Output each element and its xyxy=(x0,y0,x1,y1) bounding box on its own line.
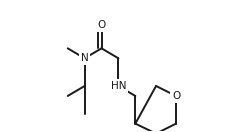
Text: O: O xyxy=(97,20,106,30)
Text: HN: HN xyxy=(111,81,126,91)
Text: O: O xyxy=(172,91,180,101)
Text: N: N xyxy=(81,53,88,63)
